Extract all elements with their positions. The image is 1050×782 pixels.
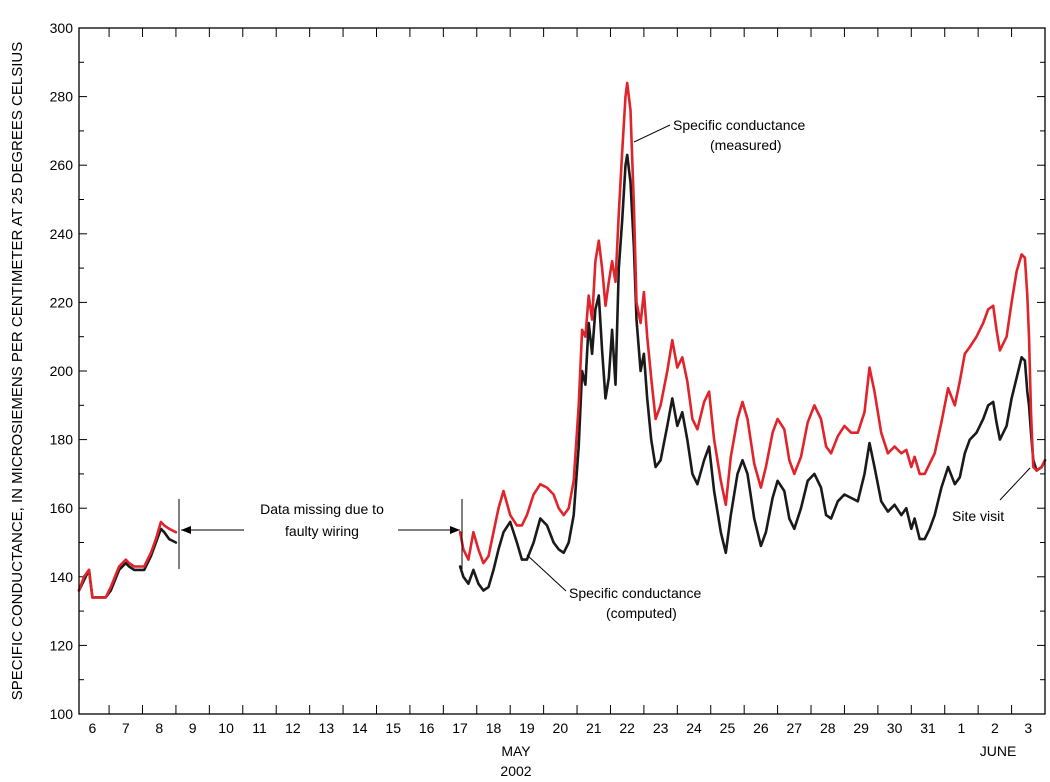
data-gap-arrowhead-left <box>181 526 191 534</box>
y-tick-label: 280 <box>50 89 74 105</box>
x-tick-label: 14 <box>352 720 368 736</box>
annotation-computed-line2: (computed) <box>606 605 677 621</box>
annotation-data-missing-line1: Data missing due to <box>260 501 384 517</box>
x-tick-label: 2 <box>991 720 999 736</box>
x-tick-label: 24 <box>686 720 702 736</box>
x-tick-label: 6 <box>88 720 96 736</box>
annotation-site-visit: Site visit <box>952 467 1031 524</box>
y-tick-label: 240 <box>50 226 74 242</box>
y-tick-label: 300 <box>50 20 74 36</box>
x-tick-label: 19 <box>519 720 535 736</box>
data-gap-arrowhead-right <box>450 526 460 534</box>
month-label-may: MAY <box>501 743 531 759</box>
x-tick-label: 28 <box>820 720 836 736</box>
y-tick-label: 100 <box>50 706 74 722</box>
annotation-site-visit-leader <box>999 467 1031 501</box>
y-tick-label: 140 <box>50 569 74 585</box>
x-tick-label: 10 <box>218 720 234 736</box>
series-measured-line-2 <box>458 81 1047 565</box>
x-tick-label: 11 <box>252 720 267 736</box>
x-tick-label: 3 <box>1024 720 1032 736</box>
annotation-site-visit-label: Site visit <box>952 508 1004 524</box>
y-tick-label: 180 <box>50 432 74 448</box>
y-tick-label: 220 <box>50 294 74 310</box>
x-tick-label: 26 <box>753 720 769 736</box>
y-tick-label: 120 <box>50 637 74 653</box>
series-measured-line-1 <box>77 520 178 599</box>
x-tick-label: 16 <box>419 720 435 736</box>
annotation-data-missing: Data missing due to faulty wiring <box>178 499 463 569</box>
x-tick-label: 20 <box>553 720 569 736</box>
x-tick-label: 13 <box>319 720 335 736</box>
x-tick-label: 7 <box>122 720 130 736</box>
x-tick-label: 31 <box>920 720 936 736</box>
series-computed-line-2 <box>458 153 1047 592</box>
y-tick-label: 160 <box>50 500 74 516</box>
annotation-measured-line2: (measured) <box>710 137 782 153</box>
x-tick-label: 8 <box>155 720 163 736</box>
year-label: 2002 <box>500 763 531 779</box>
x-tick-label: 23 <box>653 720 669 736</box>
annotation-computed: Specific conductance (computed) <box>526 554 702 621</box>
y-tick-label: 260 <box>50 157 74 173</box>
x-tick-label: 22 <box>619 720 635 736</box>
x-tick-label: 27 <box>787 720 803 736</box>
annotation-measured-leader <box>633 124 671 143</box>
annotation-computed-line1: Specific conductance <box>569 585 702 601</box>
x-tick-label: 21 <box>586 720 602 736</box>
x-tick-label: 15 <box>385 720 401 736</box>
x-tick-label: 18 <box>486 720 502 736</box>
x-tick-label: 30 <box>887 720 903 736</box>
x-tick-label: 1 <box>958 720 966 736</box>
month-label-june: JUNE <box>980 743 1017 759</box>
x-tick-label: 29 <box>853 720 869 736</box>
annotation-data-missing-line2: faulty wiring <box>285 523 359 539</box>
tick-layer <box>79 27 1045 715</box>
x-tick-label: 9 <box>189 720 197 736</box>
x-tick-label: 12 <box>285 720 301 736</box>
series-layer <box>77 81 1047 599</box>
annotation-measured-line1: Specific conductance <box>673 117 806 133</box>
annotation-measured: Specific conductance (measured) <box>633 117 806 153</box>
x-tick-label: 25 <box>720 720 736 736</box>
y-axis-title: SPECIFIC CONDUCTANCE, IN MICROSIEMENS PE… <box>9 42 26 700</box>
plot-frame <box>78 27 1046 715</box>
annotation-computed-leader <box>526 554 567 592</box>
y-tick-label: 200 <box>50 363 74 379</box>
x-tick-label: 17 <box>452 720 468 736</box>
